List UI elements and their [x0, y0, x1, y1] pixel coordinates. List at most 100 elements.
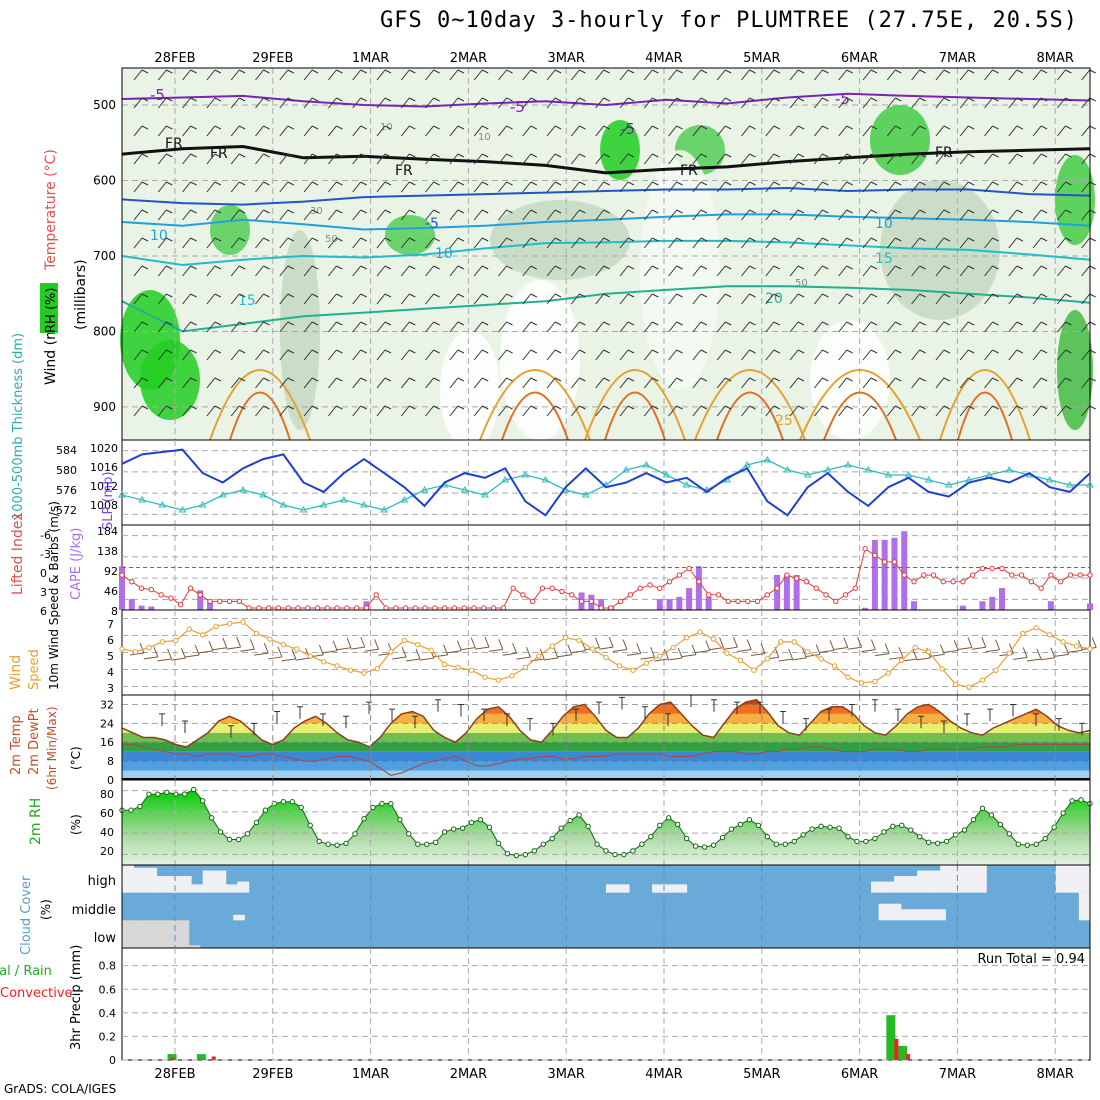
thickness-line-point: [400, 496, 409, 503]
wind-barb: [400, 293, 416, 305]
wind-barb: [206, 377, 222, 389]
wind-barb: [838, 97, 853, 109]
wind-barb: [206, 405, 222, 417]
wind-barb: [862, 293, 878, 305]
rh-line-point: [1042, 835, 1048, 842]
rh-axis-unit: (%): [69, 814, 83, 835]
rh-line-point: [298, 804, 304, 811]
wind-barb: [789, 97, 805, 109]
rh-line-point: [970, 816, 977, 823]
surface-wind-barb: [681, 644, 697, 658]
wind-barb: [765, 237, 781, 249]
wind-barb: [1008, 237, 1024, 249]
temp-axis-label-2: 2m DewPt: [27, 708, 42, 775]
lifted-index-line-point: [578, 598, 585, 605]
temp-color-band: [122, 732, 1090, 743]
wind-barb: [498, 125, 513, 137]
wind-barb: [1081, 125, 1096, 137]
wind-barb: [619, 69, 635, 81]
wind-barb: [716, 237, 732, 249]
wind-barb: [376, 237, 392, 249]
rh-line-point: [701, 844, 708, 850]
wind-barb: [959, 377, 975, 389]
wind-barb: [935, 293, 951, 305]
wind-barb: [935, 181, 951, 193]
wind-barb: [619, 97, 635, 109]
wind-barb: [886, 405, 902, 417]
thickness-line-point: [884, 471, 893, 478]
wind-barb: [352, 97, 367, 109]
wind-barb: [400, 405, 416, 417]
top-day-label: 29FEB: [252, 51, 293, 66]
wind-barb: [352, 125, 367, 137]
wind-barb: [571, 181, 586, 193]
wind-barb: [255, 265, 270, 277]
temp-max-whisker: [182, 720, 188, 733]
lifted-axis-label: Lifted Index: [10, 513, 26, 595]
wind-barb: [376, 377, 392, 389]
lifted-index-line-point: [177, 602, 184, 608]
lifted-index-line-point: [539, 585, 546, 591]
wind-barb: [1057, 293, 1072, 305]
wind-barb: [789, 293, 805, 305]
wind-barb: [498, 153, 513, 165]
wind-barb: [352, 405, 367, 417]
wind-barb: [303, 321, 319, 333]
wind-barb: [814, 153, 829, 165]
wind-barb: [886, 293, 902, 305]
lifted-index-line-point: [803, 578, 810, 585]
lifted-index-line-point: [852, 585, 859, 591]
lifted-index-line-point: [950, 578, 956, 585]
wind-barb: [400, 181, 416, 193]
thickness-line-point: [299, 506, 308, 513]
rh-shade-6: [1055, 155, 1095, 245]
surface-wind-barb: [861, 639, 876, 653]
wind-barb: [133, 321, 149, 333]
temp-max-whisker: [389, 708, 395, 722]
cloud-cell-low: [133, 920, 145, 948]
wind-barb: [255, 97, 270, 109]
wind-barb: [328, 125, 343, 137]
temp-max-whisker: [964, 713, 970, 726]
wind-barb: [1081, 181, 1096, 193]
bottom-day-label: 29FEB: [252, 1067, 293, 1082]
wind-barb: [400, 321, 416, 333]
wind-barb: [279, 181, 295, 193]
wind-barb: [692, 349, 708, 361]
wind-barb: [814, 97, 829, 109]
wind-barb: [157, 405, 173, 417]
rh-line-point: [630, 848, 636, 854]
rh-line-point: [872, 835, 878, 842]
wind-barb: [546, 349, 562, 361]
surface-wind-barb: [488, 639, 504, 652]
wind-barb: [400, 69, 416, 81]
wind-barb: [133, 209, 149, 221]
rh-line-point: [908, 827, 914, 833]
wind-barb: [984, 265, 999, 277]
lifted-index-line-point: [745, 598, 751, 605]
wind-barb: [668, 97, 683, 109]
bottom-day-label: 7MAR: [939, 1067, 976, 1082]
rh-line-point: [845, 833, 851, 840]
wind-barb: [911, 125, 926, 137]
wind-barb: [400, 237, 416, 249]
temperature-contour-20: [121, 285, 1091, 333]
wind-speed-line-point: [899, 657, 905, 663]
wind-barb: [425, 209, 440, 221]
lifted-index-line-point: [725, 598, 731, 605]
lifted-index-line-point: [520, 592, 526, 598]
wind-barb: [255, 237, 270, 249]
wind-barb: [157, 125, 173, 137]
rh-line-point: [612, 851, 618, 858]
wind-barb: [886, 97, 902, 109]
surface-wind-barb: [888, 647, 904, 660]
wind-barb: [595, 153, 610, 165]
lifted-y-tick: -6: [40, 529, 51, 542]
cape-bar: [705, 596, 712, 610]
temperature-contour-label: 25: [775, 413, 793, 429]
wind-barb: [838, 405, 853, 417]
wind-barb: [157, 209, 173, 221]
lifted-index-line-point: [823, 592, 829, 598]
wind-barb: [473, 125, 489, 137]
wind-speed-line-point: [428, 647, 434, 654]
